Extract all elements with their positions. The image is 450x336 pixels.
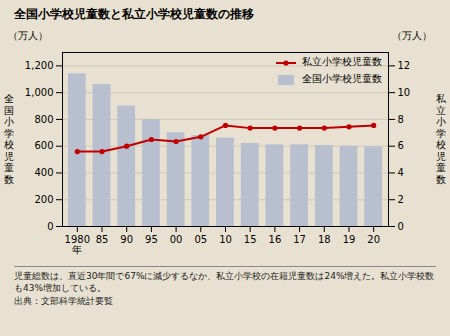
svg-text:15: 15 [244, 234, 257, 245]
svg-text:16: 16 [269, 234, 282, 245]
svg-text:12: 12 [398, 60, 411, 71]
svg-text:85: 85 [96, 234, 109, 245]
html-text:出典：文部科学統計要覧: 出典：文部科学統計要覧 [14, 296, 113, 307]
html-text:私 立 小 学 校 児 童 数: 私 立 小 学 校 児 童 数 [436, 93, 446, 185]
svg-text:6: 6 [398, 140, 404, 151]
svg-text:05: 05 [194, 234, 207, 245]
html-text:全国小学校児童数と私立小学校児童数の推移: 全国小学校児童数と私立小学校児童数の推移 [14, 7, 254, 21]
svg-text:17: 17 [293, 234, 306, 245]
svg-text:4: 4 [398, 167, 404, 178]
svg-text:2: 2 [398, 194, 404, 205]
html-text:全国小学校児童数: 全国小学校児童数 [302, 73, 382, 84]
svg-text:800: 800 [34, 114, 53, 125]
svg-text:400: 400 [34, 167, 53, 178]
svg-text:00: 00 [170, 234, 183, 245]
svg-text:200: 200 [34, 194, 53, 205]
svg-text:8: 8 [398, 114, 404, 125]
html-text:私立小学校児童数: 私立小学校児童数 [302, 56, 382, 67]
svg-text:95: 95 [145, 234, 158, 245]
svg-text:0: 0 [47, 221, 53, 232]
html-text:（万人）: （万人） [392, 30, 432, 41]
svg-text:1,000: 1,000 [25, 87, 54, 98]
html-text:全 国 小 学 校 児 童 数: 全 国 小 学 校 児 童 数 [4, 93, 14, 185]
svg-text:1980年: 1980年 [65, 234, 90, 255]
html-text:児童総数は、直近30年間で67%に減少するなか、私立小学校の: 児童総数は、直近30年間で67%に減少するなか、私立小学校の在籍児童数は24%増… [14, 271, 435, 293]
svg-text:0: 0 [398, 221, 404, 232]
svg-text:18: 18 [318, 234, 331, 245]
svg-text:90: 90 [120, 234, 133, 245]
svg-text:20: 20 [367, 234, 380, 245]
svg-text:600: 600 [34, 140, 53, 151]
svg-text:1,200: 1,200 [25, 60, 54, 71]
svg-text:10: 10 [219, 234, 232, 245]
svg-text:10: 10 [398, 87, 411, 98]
svg-text:19: 19 [343, 234, 356, 245]
html-text:（万人）: （万人） [8, 30, 48, 41]
